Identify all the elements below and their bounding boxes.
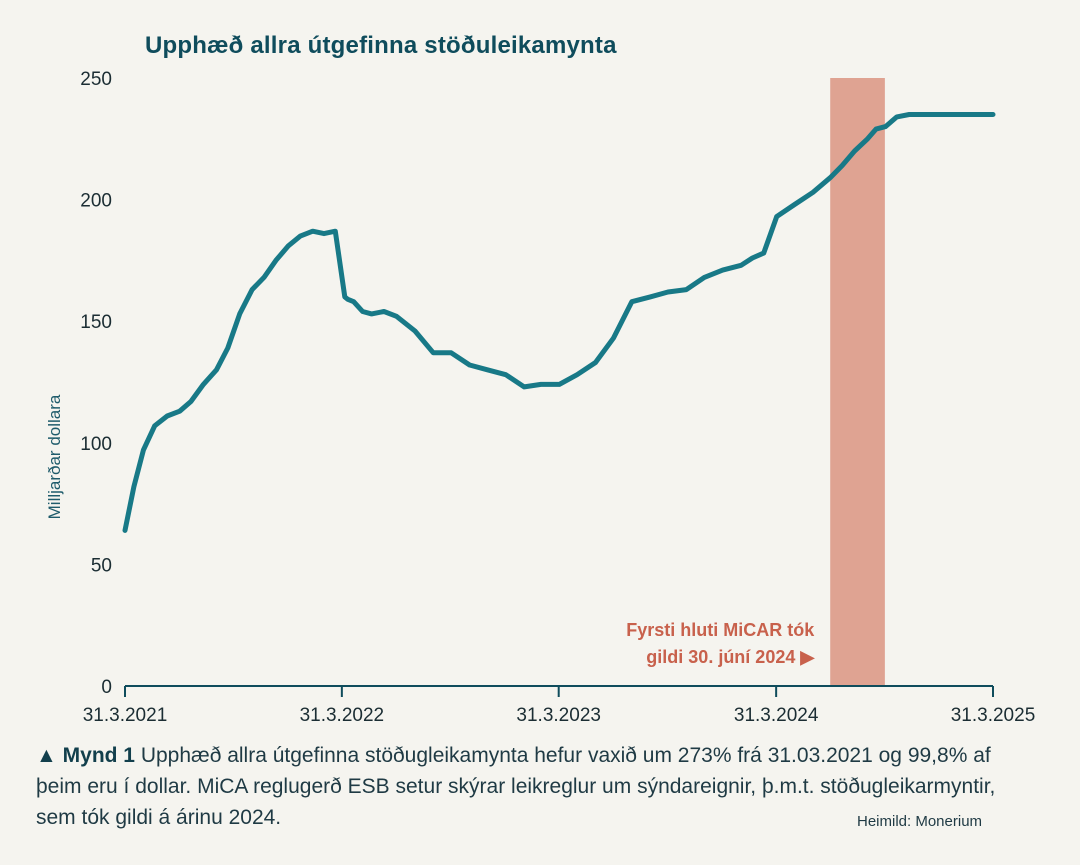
source-note: Heimild: Monerium [857, 813, 983, 830]
x-tick-label: 31.3.2023 [516, 705, 601, 726]
band-annotation-line: gildi 30. júní 2024 ▶ [646, 647, 815, 667]
x-tick-label: 31.3.2025 [951, 705, 1036, 726]
series-line [122, 112, 996, 533]
y-tick-label: 0 [101, 677, 112, 698]
x-tick-label: 31.3.2022 [300, 705, 385, 726]
y-tick-label: 150 [80, 312, 112, 333]
y-axis-label: Milljarðar dollara [45, 394, 64, 519]
stablecoin-supply-line [122, 112, 996, 533]
x-tick-label: 31.3.2021 [83, 705, 168, 726]
y-tick-label: 200 [80, 191, 112, 212]
highlight-band-rect [830, 78, 885, 686]
y-tick-label: 100 [80, 434, 112, 455]
x-tick-label: 31.3.2024 [734, 705, 819, 726]
y-tick-label: 50 [91, 555, 112, 576]
figure-caption: ▲ Mynd 1 Upphæð allra útgefinna stöðugle… [36, 740, 1026, 833]
figure-label: Mynd 1 [62, 744, 135, 767]
axes: 0 50 100 150 200 250 31.3.2021 31.3.2022 31.3.20… [45, 69, 1035, 726]
band-annotation-line: Fyrsti hluti MiCAR tók [626, 620, 815, 640]
caption-text: Upphæð allra útgefinna stöðugleikamynta … [36, 744, 996, 829]
band-annotation: Fyrsti hluti MiCAR tók gildi 30. júní 202… [626, 620, 815, 667]
chart-title: Upphæð allra útgefinna stöðuleikamynta [145, 32, 617, 59]
triangle-icon: ▲ [36, 744, 57, 767]
micar-highlight-band [830, 78, 885, 686]
line-chart: 0 50 100 150 200 250 31.3.2021 31.3.2022 31.3.20… [45, 69, 1035, 726]
y-tick-label: 250 [80, 69, 112, 90]
